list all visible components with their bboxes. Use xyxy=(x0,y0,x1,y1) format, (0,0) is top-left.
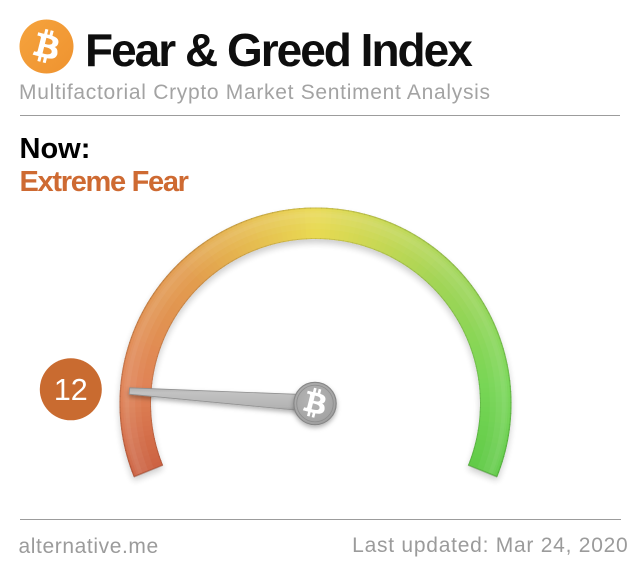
svg-text:12: 12 xyxy=(54,373,88,407)
